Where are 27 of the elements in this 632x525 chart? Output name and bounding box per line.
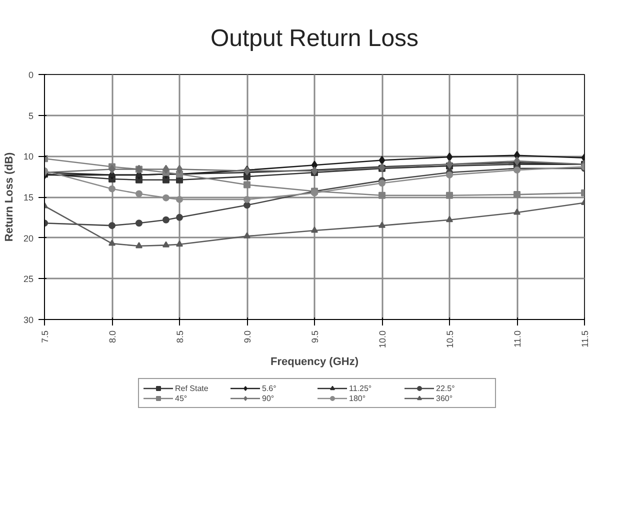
legend-label: 360° <box>436 393 454 403</box>
x-tick-label: 11.5 <box>580 330 590 348</box>
x-tick-label: 8.5 <box>175 330 185 344</box>
legend-label: 11.25° <box>349 383 373 393</box>
y-tick-label: 15 <box>23 192 34 202</box>
legend-label: 180° <box>349 393 367 403</box>
chart-title: Output Return Loss <box>210 25 419 52</box>
y-tick-label: 25 <box>23 274 34 284</box>
x-tick-label: 9.0 <box>242 330 252 344</box>
legend-label: Ref State <box>175 383 210 393</box>
x-tick-label: 10.5 <box>445 330 455 348</box>
y-tick-label: 30 <box>23 315 34 325</box>
x-tick-label: 7.5 <box>40 330 50 344</box>
x-axis-title: Frequency (GHz) <box>270 356 359 368</box>
legend-label: 45° <box>175 393 188 403</box>
x-tick-label: 11.0 <box>512 330 522 348</box>
y-tick-label: 0 <box>28 70 34 80</box>
y-tick-label: 10 <box>23 152 34 162</box>
x-tick-label: 10.0 <box>378 330 388 348</box>
y-tick-label: 5 <box>28 110 34 121</box>
legend-label: 5.6° <box>262 383 278 393</box>
x-tick-label: 8.0 <box>108 330 118 344</box>
legend-label: 22.5° <box>436 383 456 393</box>
y-tick-label: 20 <box>23 233 34 244</box>
legend-label: 90° <box>262 393 276 403</box>
y-axis-title: Return Loss (dB) <box>3 152 16 242</box>
x-tick-label: 9.5 <box>310 330 320 344</box>
